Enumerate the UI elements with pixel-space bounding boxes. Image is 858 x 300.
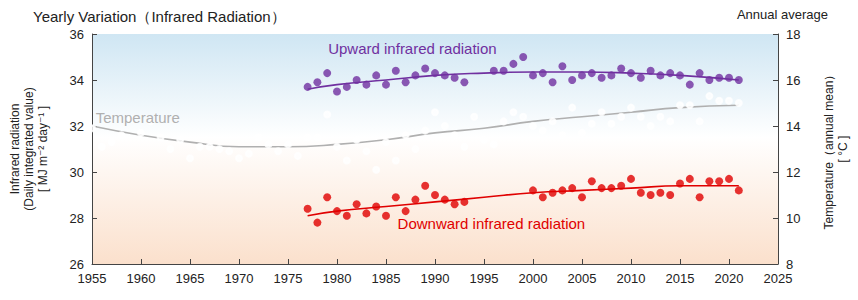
svg-text:1965: 1965 — [176, 271, 205, 286]
svg-text:28: 28 — [70, 211, 84, 226]
svg-text:8: 8 — [786, 257, 793, 272]
svg-text:[ MJ m⁻² day⁻¹ ]: [ MJ m⁻² day⁻¹ ] — [36, 106, 50, 192]
svg-text:18: 18 — [786, 27, 800, 42]
svg-text:2010: 2010 — [617, 271, 646, 286]
svg-text:26: 26 — [70, 257, 84, 272]
svg-text:30: 30 — [70, 165, 84, 180]
svg-text:16: 16 — [786, 73, 800, 88]
svg-text:Yearly Variation（Infrared Radi: Yearly Variation（Infrared Radiation） — [33, 8, 286, 25]
svg-text:12: 12 — [786, 165, 800, 180]
svg-text:1980: 1980 — [323, 271, 352, 286]
svg-text:34: 34 — [70, 73, 84, 88]
svg-text:2020: 2020 — [715, 271, 744, 286]
svg-text:Annual average: Annual average — [737, 7, 828, 22]
svg-text:Downward infrared radiation: Downward infrared radiation — [398, 215, 586, 232]
svg-text:2025: 2025 — [764, 271, 793, 286]
svg-text:1955: 1955 — [78, 271, 107, 286]
svg-text:10: 10 — [786, 211, 800, 226]
svg-text:Temperature（annual mean）: Temperature（annual mean） — [822, 69, 836, 230]
svg-text:Infrared radiation: Infrared radiation — [8, 104, 22, 195]
svg-text:32: 32 — [70, 119, 84, 134]
svg-text:2005: 2005 — [568, 271, 597, 286]
svg-text:36: 36 — [70, 27, 84, 42]
svg-text:(Daily integrated value): (Daily integrated value) — [22, 87, 36, 210]
svg-text:1970: 1970 — [225, 271, 254, 286]
svg-text:1960: 1960 — [127, 271, 156, 286]
svg-text:2000: 2000 — [519, 271, 548, 286]
svg-text:Upward infrared radiation: Upward infrared radiation — [328, 40, 496, 57]
svg-text:1990: 1990 — [421, 271, 450, 286]
svg-text:1995: 1995 — [470, 271, 499, 286]
svg-text:1975: 1975 — [274, 271, 303, 286]
svg-text:1985: 1985 — [372, 271, 401, 286]
svg-text:Temperature: Temperature — [96, 109, 180, 126]
svg-text:[ °C ]: [ °C ] — [836, 136, 850, 163]
svg-text:2015: 2015 — [666, 271, 695, 286]
svg-text:14: 14 — [786, 119, 800, 134]
